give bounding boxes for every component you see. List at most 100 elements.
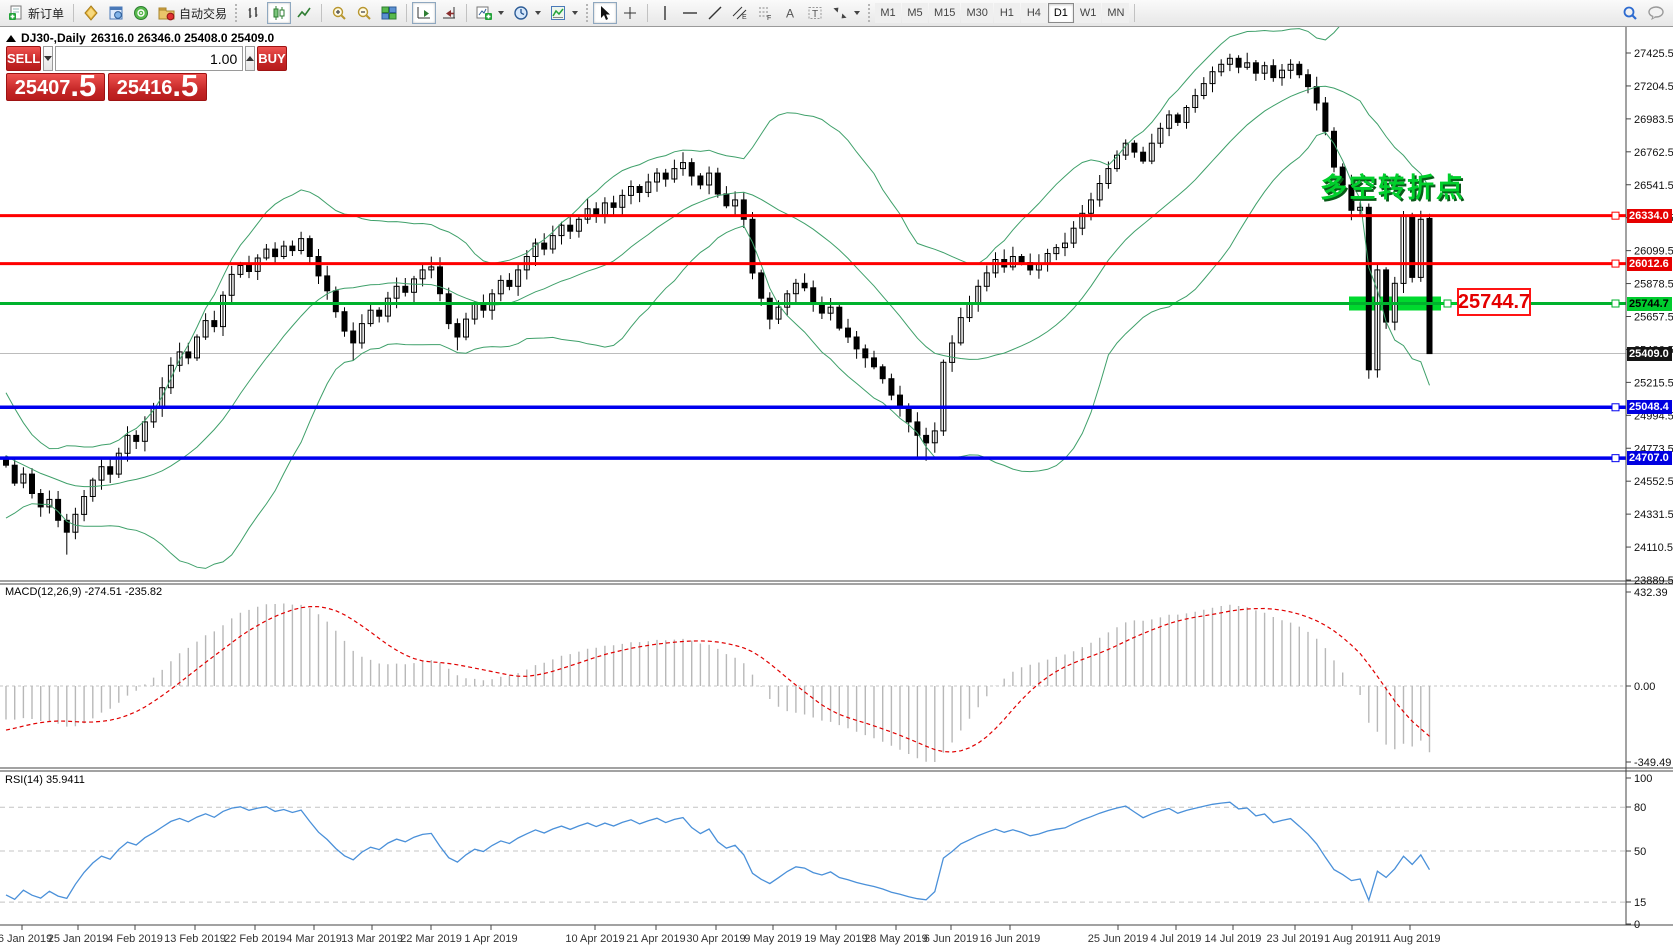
arrows-icon [833,7,847,19]
cursor-button[interactable] [593,2,618,24]
timeframe-M30[interactable]: M30 [961,3,993,23]
candle [1157,127,1164,144]
indicators-button[interactable] [546,2,582,24]
candle [445,293,452,325]
zoom-out-button[interactable] [352,2,376,24]
candlestick-button[interactable] [267,2,292,24]
buy-button[interactable]: BUY [257,46,287,71]
candle [949,342,956,363]
candle [1183,107,1190,123]
candle [497,279,504,295]
collapse-panel-icon[interactable] [6,34,16,42]
candle [992,259,999,274]
auto-scroll-button[interactable] [412,2,437,24]
navigator-button[interactable] [129,2,153,24]
search-button[interactable] [1618,2,1642,24]
sell-price-button[interactable]: 25407.5 [6,70,105,101]
autotrading-button[interactable]: 自动交易 [154,2,231,24]
chart-shift-button[interactable] [437,2,461,24]
bar-chart-button[interactable] [242,2,266,24]
candle [801,282,808,289]
buy-price-button[interactable]: 25416.5 [108,70,207,101]
candle [324,275,331,292]
candle [37,493,44,508]
candle [914,421,921,436]
annotation-text[interactable]: 多空转折点 [1320,173,1465,203]
arrows-button[interactable] [828,2,864,24]
timeframe-W1[interactable]: W1 [1074,3,1102,23]
symbol-name: DJ30-,Daily [21,31,86,45]
text-label-button[interactable]: T [803,2,827,24]
line-anchor-marker[interactable] [1611,299,1620,308]
candle [289,245,296,252]
equidistant-channel-icon: E [732,6,747,21]
sell-button[interactable]: SELL [6,46,42,71]
price-tick-label: 23889.5 [1634,575,1673,587]
vertical-line-button[interactable] [653,2,677,24]
price-tag: 24707.0 [1627,451,1672,465]
rsi-panel-title: RSI(14) 35.9411 [5,774,85,786]
candle [584,208,591,220]
chat-button[interactable] [1643,2,1669,24]
text-button[interactable]: A [778,2,802,24]
timeframe-H4[interactable]: H4 [1020,3,1047,23]
timeframe-M5[interactable]: M5 [902,3,929,23]
date-label: 1 Apr 2019 [464,933,517,945]
candle [810,287,817,305]
highlight-rectangle[interactable] [1349,296,1441,311]
new-order-button[interactable]: 新订单 [4,2,68,24]
volume-decrease-button[interactable] [43,46,54,71]
toolbar-separator [1134,4,1136,22]
candle [133,434,140,442]
panel-splitter[interactable] [0,580,1673,585]
timeframe-H1[interactable]: H1 [993,3,1020,23]
candle [862,348,869,359]
panel-splitter[interactable] [0,767,1673,772]
tile-windows-button[interactable] [377,2,401,24]
candle [124,434,131,454]
candle [1018,256,1025,263]
new-chart-button[interactable] [472,2,508,24]
symbol-ohlc: 26316.0 26346.0 25408.0 25409.0 [90,31,275,45]
line-anchor-marker[interactable] [1611,403,1620,412]
candle [541,242,548,250]
line-anchor-marker[interactable] [1611,259,1620,268]
horizontal-line-button[interactable] [678,2,702,24]
candles [3,52,1433,555]
date-label: 4 Mar 2019 [286,933,342,945]
line-chart-button[interactable] [292,2,316,24]
price-tick-label: 26099.5 [1634,246,1673,258]
candle [732,199,739,207]
candle [610,202,617,208]
line-chart-icon [297,7,311,18]
timeframe-M1[interactable]: M1 [875,3,902,23]
fibonacci-button[interactable]: F [753,2,777,24]
quotes-button[interactable] [79,2,103,24]
timeframe-MN[interactable]: MN [1102,3,1130,23]
toolbar: 新订单 自动交易 [0,0,1673,27]
volume-input[interactable] [55,46,244,71]
candle [1279,69,1285,79]
line-anchor-marker[interactable] [1611,454,1620,463]
line-anchor-marker[interactable] [1611,211,1620,220]
periods-button[interactable] [509,2,545,24]
candle [280,245,287,258]
zoom-in-button[interactable] [327,2,351,24]
autotrading-label: 自动交易 [179,6,228,21]
timeframe-M15[interactable]: M15 [929,3,961,23]
svg-text:F: F [767,15,771,21]
candle [393,285,400,299]
price-callout-label[interactable]: 25744.7 [1457,288,1531,316]
trendline-button[interactable] [703,2,727,24]
candle [905,406,912,423]
equidistant-channel-button[interactable]: E [728,2,752,24]
callout-anchor-marker[interactable] [1443,299,1452,308]
toolbar-separator [321,4,323,22]
data-window-button[interactable] [104,2,128,24]
crosshair-button[interactable] [618,2,642,24]
macd-name: MACD(12,26,9) [5,586,82,598]
toolbar-grip [235,4,238,22]
timeframe-D1[interactable]: D1 [1047,3,1074,23]
volume-increase-button[interactable] [245,46,256,71]
fibonacci-icon: F [759,7,771,21]
